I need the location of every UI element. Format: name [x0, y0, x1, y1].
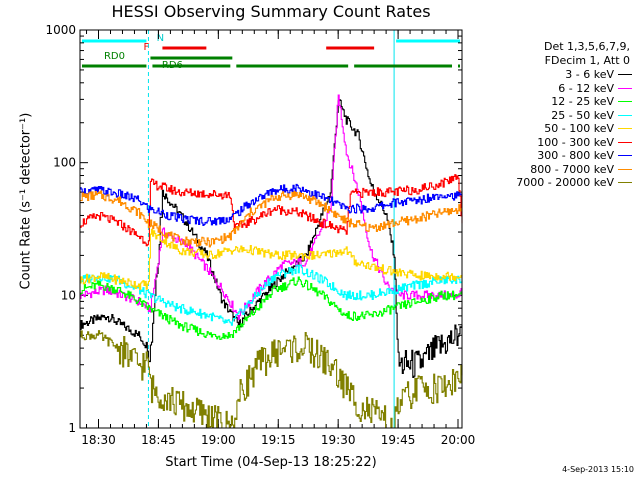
legend-item: 7000 - 20000 keV	[467, 176, 632, 190]
legend-item: 300 - 800 keV	[467, 149, 632, 163]
series-line-2	[80, 276, 463, 340]
legend-swatch	[618, 182, 632, 184]
legend-swatch	[618, 101, 632, 103]
y-tick-label: 10	[61, 288, 76, 302]
legend-item: 6 - 12 keV	[467, 82, 632, 96]
legend-item: 50 - 100 keV	[467, 122, 632, 136]
y-tick-label: 1000	[45, 23, 76, 37]
legend-swatch	[618, 155, 632, 157]
legend-swatch	[618, 141, 632, 143]
legend-label: 25 - 50 keV	[551, 108, 614, 122]
legend-swatch	[618, 74, 632, 76]
series-line-8	[80, 330, 463, 429]
flag-label-f: F	[144, 42, 150, 53]
chart-title: HESSI Observing Summary Count Rates	[111, 2, 431, 21]
legend-swatch	[618, 87, 632, 89]
x-tick-label: 20:00	[441, 433, 476, 447]
legend: Det 1,3,5,6,7,9, FDecim 1, Att 0 3 - 6 k…	[467, 40, 632, 190]
legend-label: 12 - 25 keV	[551, 95, 614, 109]
y-tick-label: 100	[53, 156, 76, 170]
legend-label: 6 - 12 keV	[558, 81, 614, 95]
series-line-6	[80, 183, 463, 226]
flag-label-rd6: RD6	[162, 60, 183, 71]
x-tick-label: 19:00	[201, 433, 236, 447]
legend-item: 12 - 25 keV	[467, 95, 632, 109]
legend-label: 3 - 6 keV	[565, 68, 614, 82]
legend-label: 50 - 100 keV	[544, 122, 614, 136]
x-tick-label: 19:15	[261, 433, 296, 447]
x-tick-label: 18:30	[81, 433, 116, 447]
legend-header-1: Det 1,3,5,6,7,9,	[543, 40, 630, 53]
flags-layer: NF RD0 RD6	[82, 30, 463, 428]
x-tick-label: 19:45	[381, 433, 416, 447]
legend-label: 300 - 800 keV	[537, 149, 614, 163]
series-line-3	[80, 264, 463, 326]
series-line-4	[80, 228, 463, 290]
legend-label: 800 - 7000 keV	[530, 162, 614, 176]
series-line-0	[80, 99, 463, 379]
legend-swatch	[618, 168, 632, 170]
plot-frame	[79, 29, 463, 429]
series-layer	[80, 94, 463, 429]
legend-swatch	[618, 114, 632, 116]
tick-labels: 1 10 100 1000 18:30 18:45 19:00 19:15 19:30 19:45…	[45, 23, 475, 447]
legend-header-2: FDecim 1, Att 0	[544, 54, 630, 67]
legend-item: 100 - 300 keV	[467, 136, 632, 150]
legend-item: 800 - 7000 keV	[467, 163, 632, 177]
legend-label: 100 - 300 keV	[537, 135, 614, 149]
flag-label-n: N	[157, 33, 164, 44]
flag-label-rd0: RD0	[104, 51, 125, 62]
legend-swatch	[618, 128, 632, 130]
series-line-5	[80, 174, 463, 247]
legend-item: 3 - 6 keV	[467, 68, 632, 82]
timestamp: 4-Sep-2013 15:10	[562, 465, 634, 474]
legend-item: 25 - 50 keV	[467, 109, 632, 123]
y-axis-label: Count Rate (s⁻¹ detector⁻¹)	[18, 112, 34, 290]
x-tick-label: 18:45	[141, 433, 176, 447]
legend-label: 7000 - 20000 keV	[516, 176, 614, 190]
x-tick-label: 19:30	[321, 433, 356, 447]
x-axis-label: Start Time (04-Sep-13 18:25:22)	[165, 455, 377, 470]
series-line-7	[80, 190, 462, 248]
y-tick-label: 1	[68, 421, 76, 435]
